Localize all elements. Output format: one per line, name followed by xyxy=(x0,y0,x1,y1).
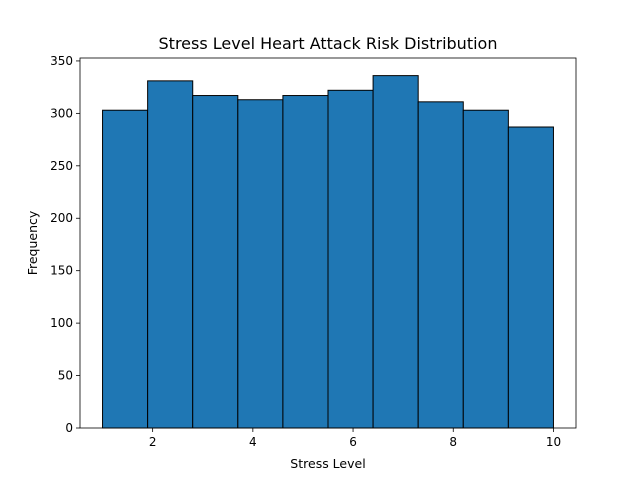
y-axis-ticks: 0 50 100 150 200 250 300 350 xyxy=(50,54,80,435)
histogram-bar xyxy=(192,95,239,429)
x-axis-ticks: 2 4 6 8 10 xyxy=(149,428,561,449)
x-tick-label: 2 xyxy=(149,435,157,449)
bars-group xyxy=(102,75,554,429)
histogram-bar xyxy=(462,109,509,429)
x-tick-label: 6 xyxy=(349,435,357,449)
histogram-bar xyxy=(147,80,194,429)
y-tick-label: 350 xyxy=(50,54,73,68)
histogram-bar xyxy=(507,126,554,429)
histogram-bar xyxy=(417,101,464,429)
y-tick-label: 200 xyxy=(50,211,73,225)
histogram-bar xyxy=(372,75,419,429)
histogram-bar xyxy=(237,99,284,429)
plot-frame xyxy=(79,57,577,429)
x-tick-label: 4 xyxy=(249,435,257,449)
y-tick-label: 300 xyxy=(50,106,73,120)
y-tick-label: 0 xyxy=(65,421,73,435)
y-tick-label: 50 xyxy=(58,369,73,383)
y-axis-label: Frequency xyxy=(25,210,40,275)
x-tick-label: 8 xyxy=(449,435,457,449)
histogram-bar xyxy=(327,89,374,429)
x-axis-label: Stress Level xyxy=(290,456,365,471)
y-tick-label: 150 xyxy=(50,264,73,278)
y-tick-label: 250 xyxy=(50,159,73,173)
chart-title: Stress Level Heart Attack Risk Distribut… xyxy=(159,34,498,53)
histogram-bar xyxy=(102,109,149,429)
y-tick-label: 100 xyxy=(50,316,73,330)
x-tick-label: 10 xyxy=(546,435,561,449)
histogram-bar xyxy=(282,95,329,429)
